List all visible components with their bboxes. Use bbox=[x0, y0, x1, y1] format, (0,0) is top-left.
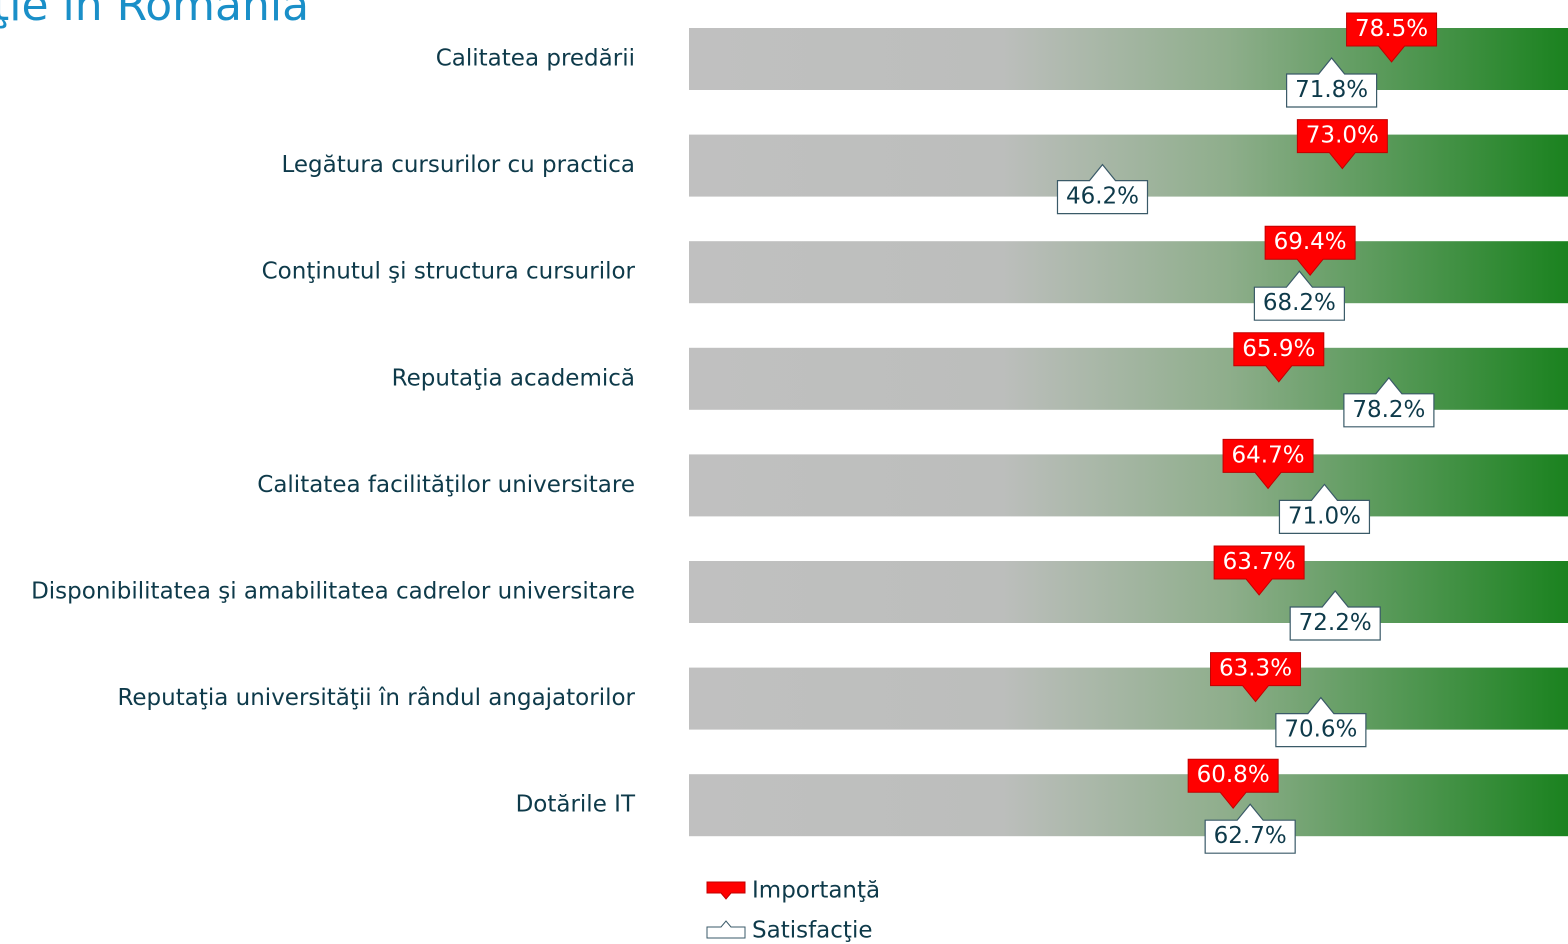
category-label: Calitatea predării bbox=[436, 46, 635, 72]
category-label: Reputaţia universităţii în rândul angaja… bbox=[117, 685, 635, 711]
value-label: 69.4% bbox=[1274, 229, 1347, 255]
legend-label: Satisfacţie bbox=[752, 918, 872, 944]
chart-title: ţie în România bbox=[0, 0, 309, 31]
value-label: 78.2% bbox=[1352, 397, 1425, 423]
value-label: 73.0% bbox=[1306, 123, 1379, 149]
importance-marker bbox=[1296, 119, 1388, 170]
importance-marker bbox=[1233, 332, 1325, 383]
satisfaction-marker bbox=[1343, 376, 1435, 428]
legend-icon bbox=[706, 881, 746, 900]
category-label: Calitatea facilităţilor universitare bbox=[257, 472, 635, 498]
legend-icon bbox=[706, 920, 746, 939]
importance-marker bbox=[1222, 438, 1314, 490]
satisfaction-marker bbox=[1056, 163, 1149, 215]
value-label: 72.2% bbox=[1299, 610, 1372, 636]
category-label: Disponibilitatea şi amabilitatea cadrelo… bbox=[31, 579, 635, 605]
importance-marker bbox=[1210, 652, 1302, 703]
bar bbox=[689, 347, 1568, 410]
legend-label: Importanţă bbox=[752, 878, 880, 904]
category-label: Dotările IT bbox=[516, 792, 636, 818]
value-label: 70.6% bbox=[1284, 717, 1357, 743]
value-label: 63.7% bbox=[1223, 549, 1296, 575]
category-label: Conţinutul şi structura cursurilor bbox=[262, 259, 636, 285]
bar bbox=[689, 561, 1568, 623]
bar bbox=[689, 774, 1568, 837]
importance-marker bbox=[1187, 758, 1279, 809]
bar bbox=[689, 454, 1568, 517]
category-label: Reputaţia academică bbox=[392, 365, 635, 391]
satisfaction-marker bbox=[1253, 270, 1345, 321]
value-label: 46.2% bbox=[1066, 184, 1139, 210]
satisfaction-marker bbox=[1204, 803, 1296, 854]
importance-marker bbox=[1346, 12, 1438, 63]
satisfaction-marker bbox=[1286, 57, 1378, 108]
importance-marker bbox=[1213, 545, 1305, 596]
value-label: 64.7% bbox=[1232, 442, 1305, 468]
value-label: 68.2% bbox=[1263, 290, 1336, 316]
value-label: 71.8% bbox=[1295, 77, 1368, 103]
satisfaction-marker bbox=[1278, 483, 1371, 534]
value-label: 60.8% bbox=[1197, 762, 1270, 788]
satisfaction-marker bbox=[1289, 590, 1381, 641]
value-label: 71.0% bbox=[1288, 503, 1361, 529]
value-label: 78.5% bbox=[1355, 16, 1428, 42]
category-label: Legătura cursurilor cu practica bbox=[281, 152, 635, 178]
value-label: 65.9% bbox=[1242, 336, 1315, 362]
value-label: 63.3% bbox=[1219, 656, 1292, 682]
bar bbox=[689, 241, 1568, 304]
satisfaction-marker bbox=[1275, 696, 1367, 748]
value-label: 62.7% bbox=[1214, 823, 1287, 849]
bar bbox=[689, 667, 1568, 730]
importance-marker bbox=[1264, 225, 1356, 276]
